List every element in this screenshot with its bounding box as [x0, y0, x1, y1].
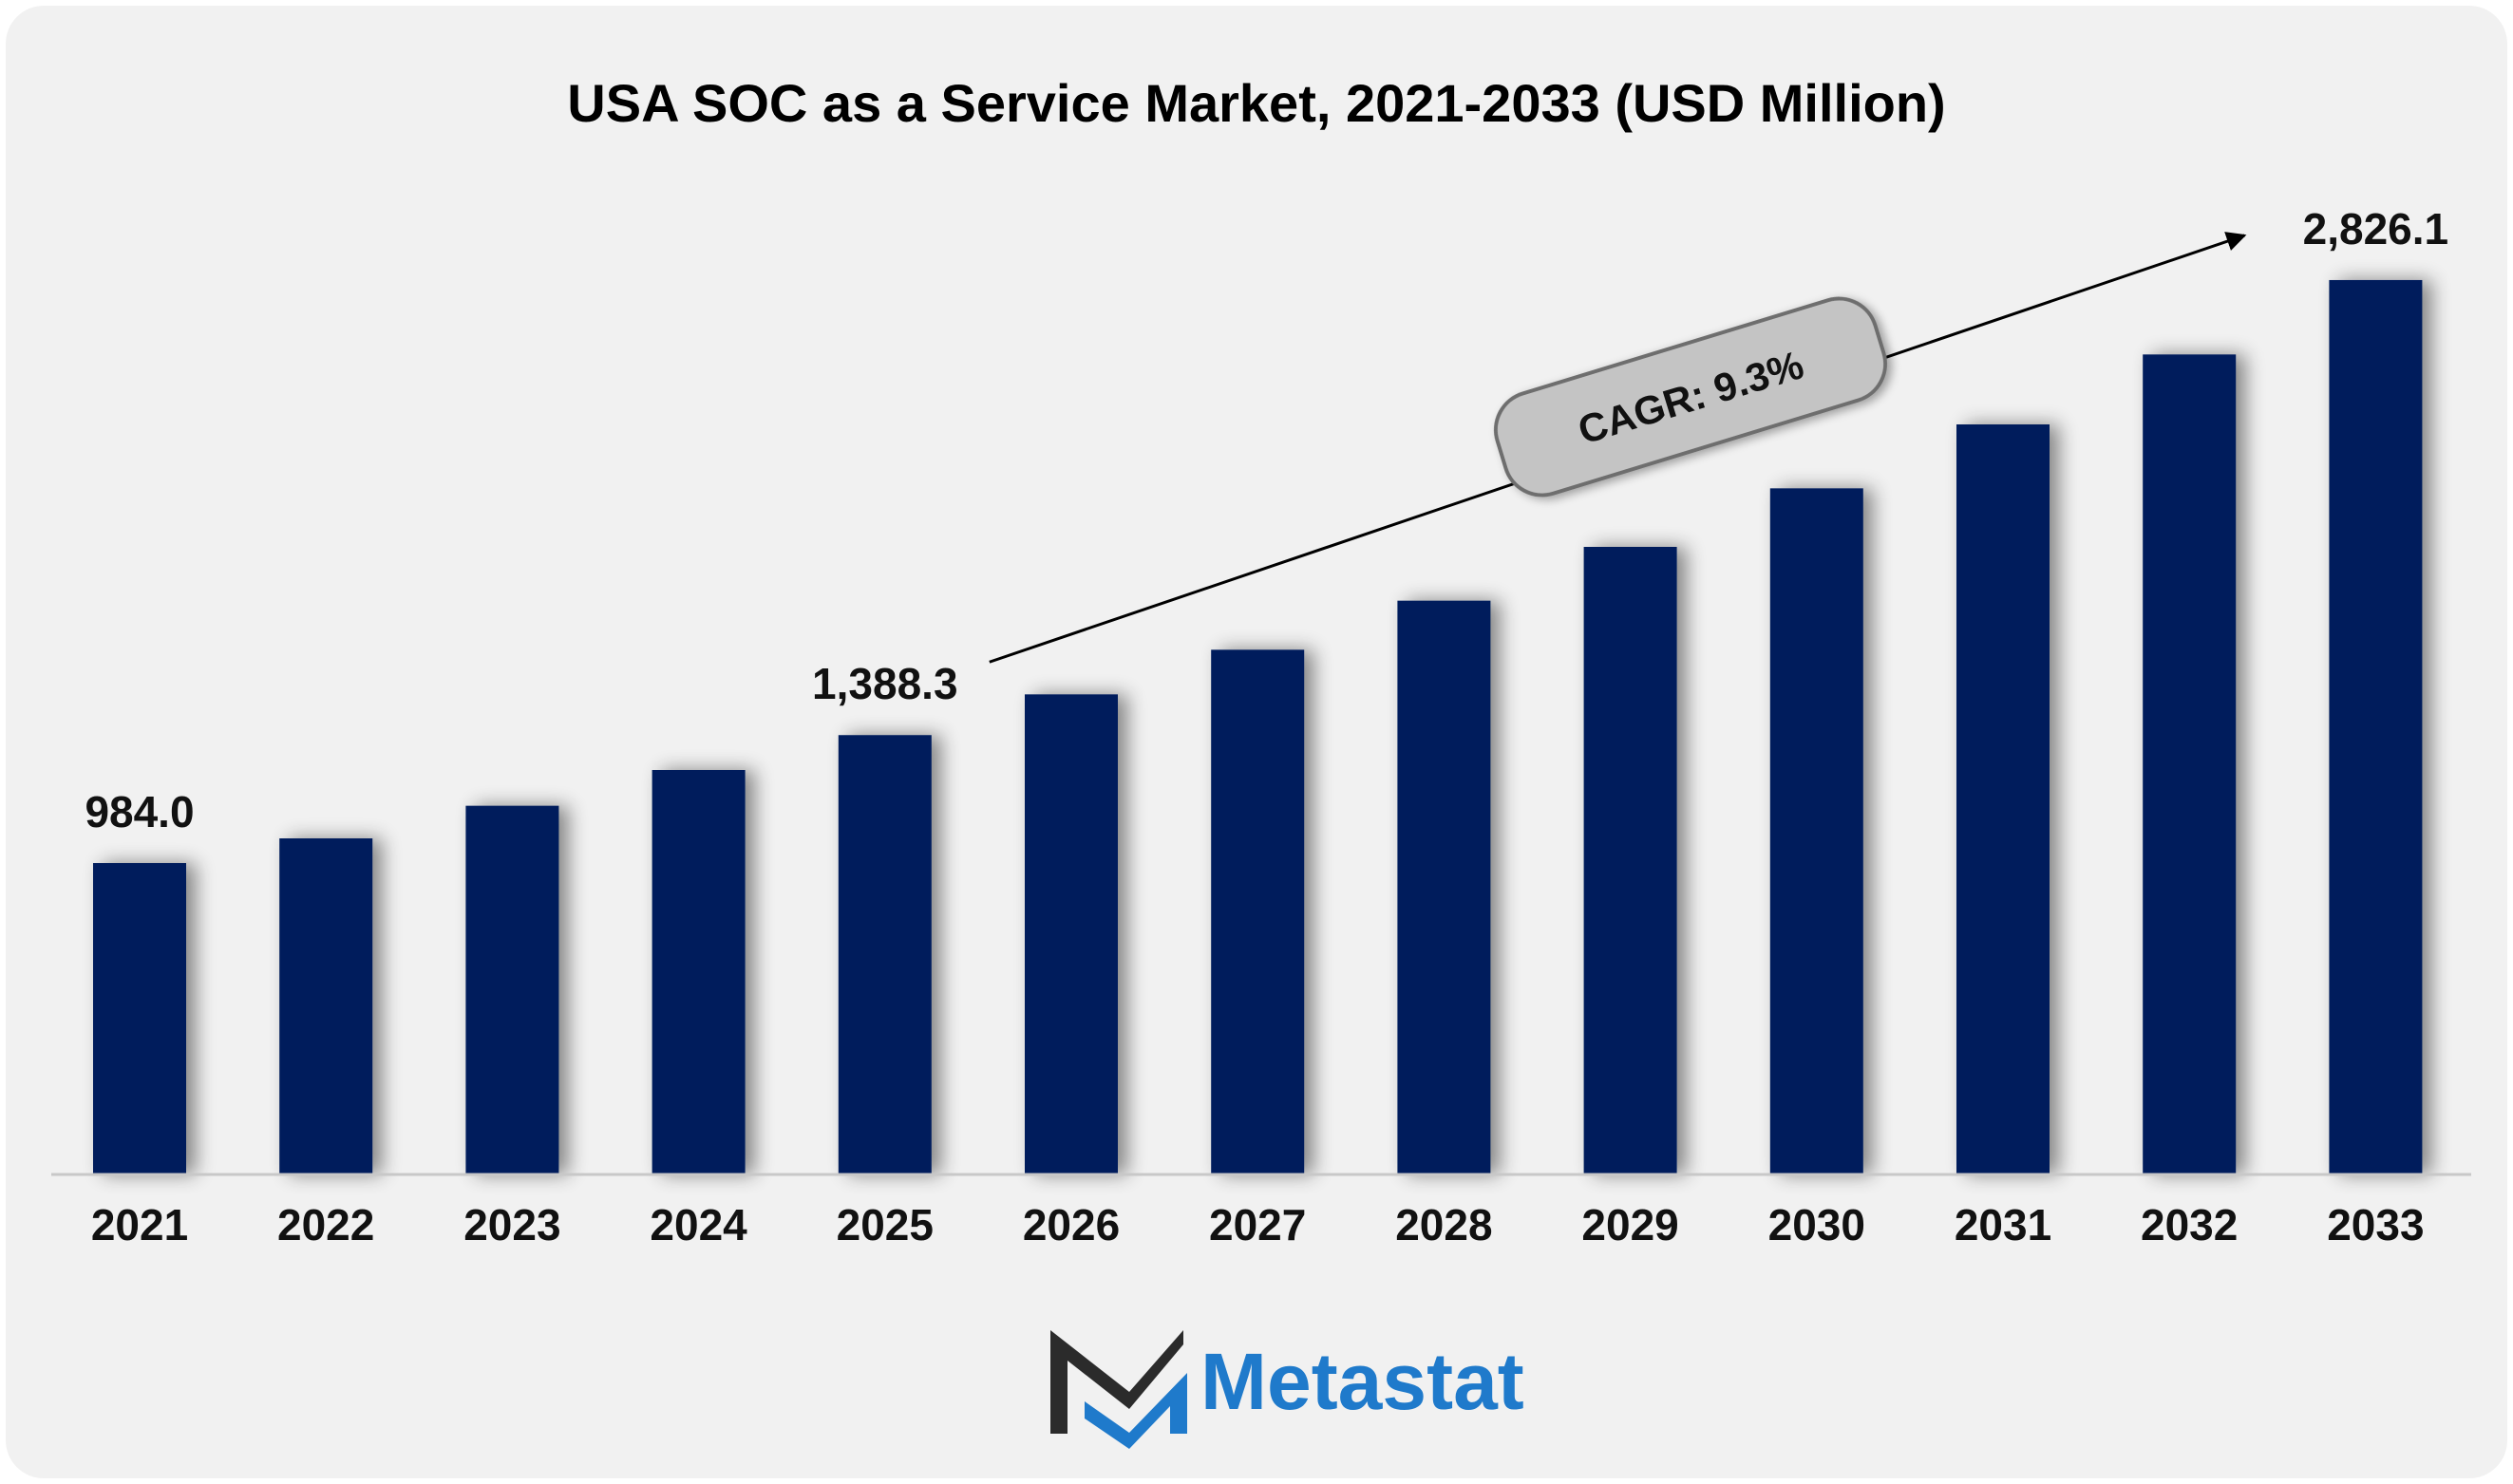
metastat-logo: Metastat — [1050, 1330, 1524, 1449]
bar-2029 — [1583, 547, 1677, 1174]
bar-2027 — [1211, 649, 1305, 1174]
data-label-2021: 984.0 — [85, 787, 194, 836]
x-tick-label-2031: 2031 — [1955, 1200, 2051, 1249]
bar-2032 — [2143, 354, 2237, 1174]
x-tick-label-2029: 2029 — [1581, 1200, 1678, 1249]
metastat-m-logo-icon — [1050, 1330, 1187, 1449]
bar-2030 — [1769, 488, 1863, 1174]
bar-2021 — [93, 863, 186, 1174]
chart-card: USA SOC as a Service Market, 2021-2033 (… — [6, 6, 2507, 1478]
x-tick-label-2032: 2032 — [2141, 1200, 2238, 1249]
data-label-2025: 1,388.3 — [812, 659, 957, 708]
x-tick-label-2026: 2026 — [1023, 1200, 1120, 1249]
chart-title: USA SOC as a Service Market, 2021-2033 (… — [567, 73, 1945, 133]
x-tick-label-2024: 2024 — [650, 1200, 747, 1249]
cagr-annotation: CAGR: 9.3% — [1493, 296, 1888, 498]
bar-2025 — [838, 735, 932, 1174]
bar-2024 — [652, 770, 746, 1174]
bars-layer — [93, 279, 2423, 1174]
x-tick-label-2030: 2030 — [1768, 1200, 1865, 1249]
x-tick-label-2028: 2028 — [1395, 1200, 1492, 1249]
bar-chart: USA SOC as a Service Market, 2021-2033 (… — [51, 73, 2471, 1449]
bar-2028 — [1397, 600, 1491, 1174]
x-tick-labels: 2021 2022 2023 2024 2025 2026 2027 2028 2029 2030… — [91, 1200, 2425, 1249]
cagr-badge — [1493, 296, 1888, 498]
x-tick-label-2023: 2023 — [463, 1200, 560, 1249]
x-tick-label-2022: 2022 — [277, 1200, 374, 1249]
bar-2031 — [1956, 424, 2050, 1174]
x-tick-label-2027: 2027 — [1209, 1200, 1306, 1249]
bar-2033 — [2329, 279, 2423, 1174]
data-label-2033: 2,826.1 — [2303, 204, 2448, 254]
data-labels: 984.0 1,388.3 2,826.1 — [85, 204, 2448, 836]
brand-name: Metastat — [1200, 1337, 1524, 1426]
bar-2023 — [465, 805, 559, 1174]
x-tick-label-2025: 2025 — [837, 1200, 934, 1249]
x-tick-label-2021: 2021 — [91, 1200, 188, 1249]
bar-2026 — [1025, 694, 1118, 1174]
x-tick-label-2033: 2033 — [2327, 1200, 2424, 1249]
bar-2022 — [279, 838, 373, 1174]
